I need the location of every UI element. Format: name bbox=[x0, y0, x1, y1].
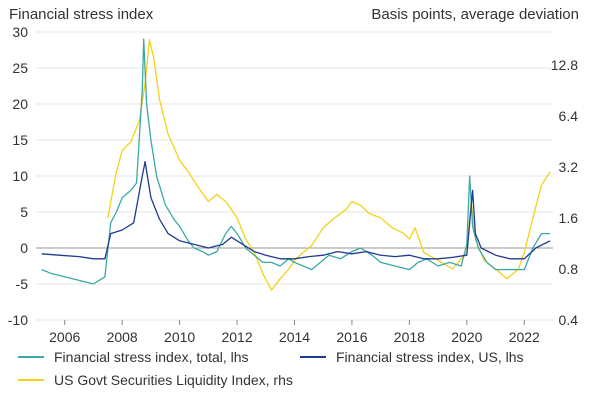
y-right-tick-label: 0.4 bbox=[559, 312, 579, 328]
x-tick-label: 2010 bbox=[164, 329, 195, 345]
y-left-tick-label: 15 bbox=[12, 132, 28, 148]
legend-label-liquidity: US Govt Securities Liquidity Index, rhs bbox=[54, 372, 293, 388]
x-tick-label: 2006 bbox=[49, 329, 80, 345]
legend-swatch-total bbox=[18, 356, 44, 359]
y-right-tick-label: 1.6 bbox=[559, 210, 579, 226]
legend-item-liquidity: US Govt Securities Liquidity Index, rhs bbox=[18, 372, 293, 388]
legend-label-total: Financial stress index, total, lhs bbox=[54, 349, 249, 365]
x-tick-label: 2018 bbox=[394, 329, 425, 345]
y-left-tick-label: 25 bbox=[12, 60, 28, 76]
y-left-tick-label: 5 bbox=[20, 204, 28, 220]
y-left-tick-label: 0 bbox=[20, 240, 28, 256]
x-tick-label: 2022 bbox=[509, 329, 540, 345]
y-left-tick-label: 20 bbox=[12, 96, 28, 112]
x-tick-label: 2020 bbox=[451, 329, 482, 345]
x-tick-label: 2014 bbox=[279, 329, 310, 345]
y-left-tick-label: 30 bbox=[12, 24, 28, 40]
legend-item-total: Financial stress index, total, lhs bbox=[18, 349, 249, 365]
x-tick-label: 2012 bbox=[221, 329, 252, 345]
y-right-tick-label: 12.8 bbox=[551, 57, 578, 73]
y-left-tick-label: -5 bbox=[16, 276, 29, 292]
x-tick-label: 2008 bbox=[107, 329, 138, 345]
series-lines bbox=[41, 38, 551, 291]
series-line-total bbox=[41, 38, 551, 285]
series-line-us bbox=[41, 160, 551, 260]
left-axis-title: Financial stress index bbox=[9, 6, 154, 23]
axes: -10 -5 0 5 10 15 20 25 30 0.4 0.8 1.6 3.2 6.4 12.8 2006… bbox=[8, 24, 578, 345]
y-right-tick-label: 6.4 bbox=[559, 108, 579, 124]
y-right-tick-label: 3.2 bbox=[559, 159, 579, 175]
legend-swatch-us bbox=[300, 356, 326, 359]
y-left-tick-label: 10 bbox=[12, 168, 28, 184]
y-left-tick-label: -10 bbox=[8, 312, 28, 328]
x-tick-label: 2016 bbox=[336, 329, 367, 345]
series-line-liquidity bbox=[107, 39, 551, 291]
legend-swatch-liquidity bbox=[18, 379, 44, 382]
gridlines bbox=[36, 31, 553, 321]
y-right-tick-label: 0.8 bbox=[559, 261, 579, 277]
right-axis-title: Basis points, average deviation bbox=[371, 6, 579, 23]
legend-item-us: Financial stress index, US, lhs bbox=[300, 349, 524, 365]
legend-label-us: Financial stress index, US, lhs bbox=[336, 349, 524, 365]
